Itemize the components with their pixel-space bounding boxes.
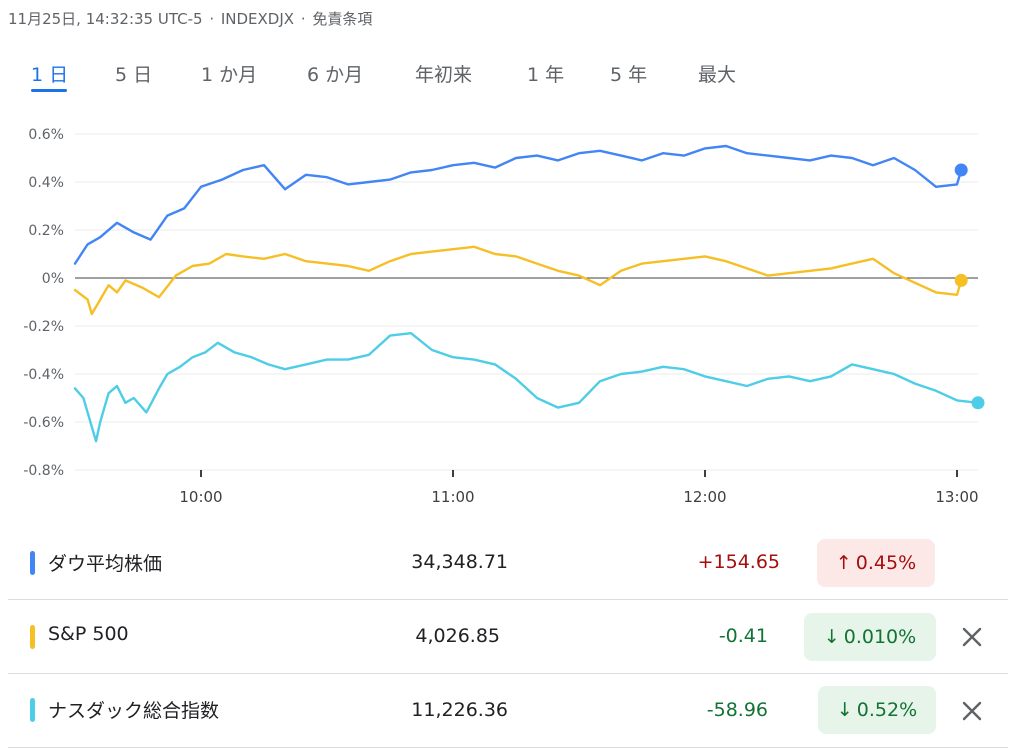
close-icon[interactable]: [957, 696, 987, 726]
row-divider: [8, 673, 1008, 674]
quote-change: +154.65: [697, 551, 780, 573]
quote-percent-badge: ↓ 0.52%: [818, 686, 936, 734]
quote-name: ナスダック総合指数: [48, 700, 220, 722]
tab-6m[interactable]: 6 か月: [307, 64, 364, 86]
quote-percent: 0.010%: [843, 626, 917, 648]
tab-ytd[interactable]: 年初来: [415, 64, 473, 86]
dow-series-line: [73, 144, 963, 265]
tab-1m[interactable]: 1 か月: [201, 64, 258, 86]
y-tick-label: -0.2%: [23, 319, 64, 335]
quote-row-dow[interactable]: ダウ平均株価 34,348.71 +154.65 ↑ 0.45%: [8, 526, 1008, 600]
quote-percent: 0.52%: [856, 699, 918, 721]
x-tick-label: 11:00: [431, 488, 474, 506]
timestamp: 11月25日, 14:32:35 UTC-5: [8, 10, 203, 28]
quote-row-nasdaq[interactable]: ナスダック総合指数 11,226.36 -58.96 ↓ 0.52%: [8, 674, 1008, 748]
x-tick-label: 10:00: [179, 488, 222, 506]
arrow-down-icon: ↓: [836, 699, 853, 721]
line-chart[interactable]: 0.6% 0.4% 0.2% 0% -0.2% -0.4% -0.6% -0.8% 10:00 1…: [0, 112, 1013, 517]
quote-row-sp500[interactable]: S&P 500 4,026.85 -0.41 ↓ 0.010%: [8, 600, 1008, 674]
y-tick-label: 0.6%: [28, 127, 64, 143]
ticker-symbol: INDEXDJX: [220, 10, 295, 28]
dow-end-dot: [954, 163, 968, 177]
arrow-up-icon: ↑: [835, 552, 852, 574]
sp500-end-dot: [954, 273, 968, 287]
y-tick-label: -0.4%: [23, 367, 64, 383]
row-divider: [8, 747, 1008, 748]
x-tick-label: 13:00: [935, 488, 978, 506]
nasdaq-end-dot: [971, 396, 985, 410]
quote-price: 34,348.71: [411, 551, 508, 573]
quote-percent-badge: ↓ 0.010%: [804, 613, 936, 661]
close-icon[interactable]: [957, 622, 987, 652]
sp500-series-line: [73, 245, 963, 316]
active-tab-indicator: [31, 89, 67, 92]
quote-change: -0.41: [718, 625, 768, 647]
quote-price: 11,226.36: [411, 699, 508, 721]
row-divider: [8, 599, 1008, 600]
header-info: 11月25日, 14:32:35 UTC-5 · INDEXDJX · 免責条項: [8, 10, 373, 28]
series-color-swatch: [30, 551, 35, 575]
y-tick-label: 0%: [42, 271, 64, 287]
y-tick-label: -0.8%: [23, 463, 64, 479]
y-tick-label: 0.4%: [28, 175, 64, 191]
tab-1d[interactable]: 1 日: [31, 64, 69, 86]
quote-name: S&P 500: [48, 623, 129, 645]
tab-5y[interactable]: 5 年: [610, 64, 648, 86]
arrow-down-icon: ↓: [823, 626, 840, 648]
y-tick-label: 0.2%: [28, 223, 64, 239]
disclaimer-link[interactable]: 免責条項: [312, 10, 373, 28]
series-color-swatch: [30, 698, 35, 722]
tab-1y[interactable]: 1 年: [527, 64, 565, 86]
series-color-swatch: [30, 625, 35, 649]
quote-percent: 0.45%: [855, 552, 917, 574]
tab-max[interactable]: 最大: [698, 64, 737, 86]
nasdaq-series-line: [73, 332, 980, 443]
quote-change: -58.96: [706, 699, 768, 721]
quote-price: 4,026.85: [415, 625, 500, 647]
quote-percent-badge: ↑ 0.45%: [817, 539, 935, 587]
y-tick-label: -0.6%: [23, 415, 64, 431]
tab-5d[interactable]: 5 日: [115, 64, 153, 86]
x-tick-label: 12:00: [683, 488, 726, 506]
quote-name: ダウ平均株価: [48, 553, 163, 575]
